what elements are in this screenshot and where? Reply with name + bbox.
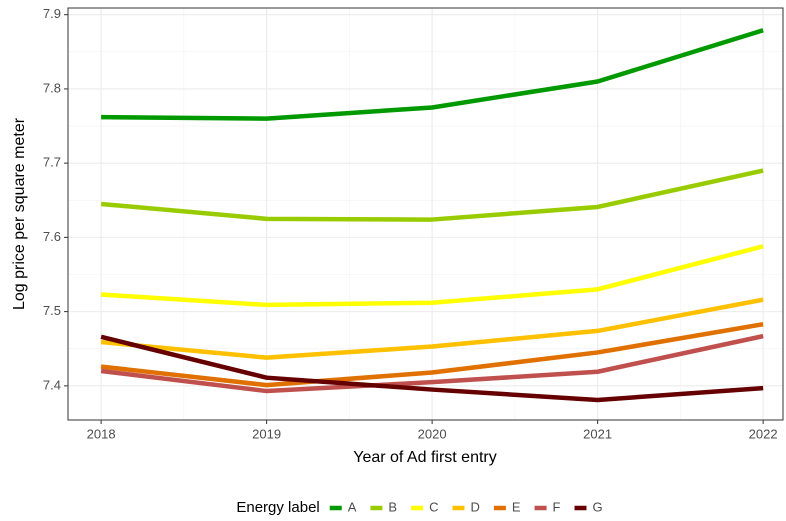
legend-label: B xyxy=(388,499,397,514)
legend-title: Energy label xyxy=(236,499,319,516)
y-axis-label: Log price per square meter xyxy=(11,117,28,310)
series-line xyxy=(100,333,764,394)
y-tick-label: 7.7 xyxy=(43,155,61,170)
x-tick-label: 2022 xyxy=(749,426,778,441)
x-tick-label: 2019 xyxy=(252,426,281,441)
x-tick-label: 2021 xyxy=(583,426,612,441)
legend-label: E xyxy=(512,499,521,514)
panel-border xyxy=(67,7,784,421)
y-tick-label: 7.4 xyxy=(43,377,61,392)
legend-label: D xyxy=(470,499,479,514)
series-line xyxy=(100,334,764,403)
legend-label: C xyxy=(429,499,438,514)
x-tick-label: 2020 xyxy=(418,426,447,441)
legend-label: F xyxy=(553,499,561,514)
y-tick-label: 7.6 xyxy=(43,229,61,244)
y-tick-label: 7.9 xyxy=(43,6,61,21)
series-line xyxy=(100,244,764,308)
legend-label: G xyxy=(593,499,603,514)
y-tick-label: 7.5 xyxy=(43,303,61,318)
series-line xyxy=(100,297,764,360)
y-tick-label: 7.8 xyxy=(43,80,61,95)
x-tick-label: 2018 xyxy=(87,426,116,441)
legend-label: A xyxy=(348,499,357,514)
series-line xyxy=(100,168,764,222)
series-line xyxy=(101,28,764,121)
x-axis-label: Year of Ad first entry xyxy=(353,449,496,466)
series-line xyxy=(100,322,764,388)
